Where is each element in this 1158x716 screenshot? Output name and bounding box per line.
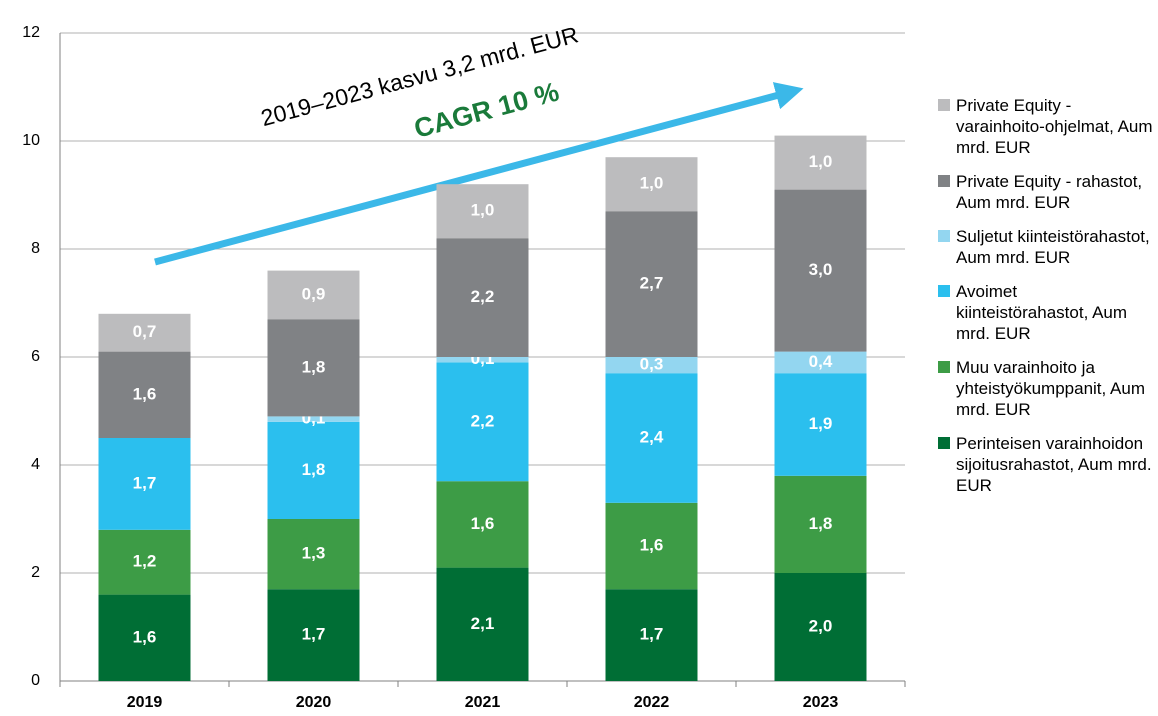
- bar-segment: [98, 313, 191, 352]
- legend: Private Equity - varainhoito-ohjelmat, A…: [938, 95, 1153, 509]
- bar-segment: [267, 589, 360, 681]
- x-tick-label: 2023: [803, 694, 839, 711]
- legend-label: Avoimet kiinteistörahastot, Aum mrd. EUR: [956, 282, 1128, 343]
- bar-segment: [98, 351, 191, 438]
- data-label: 1,7: [302, 625, 326, 644]
- bar-segment: [267, 416, 360, 422]
- legend-swatch: [938, 99, 950, 111]
- data-label: 2,7: [640, 274, 664, 293]
- annotation: CAGR 10 %: [411, 76, 562, 143]
- bar-segment: [774, 373, 867, 476]
- data-label: 1,8: [809, 514, 833, 533]
- bar-segment: [98, 529, 191, 595]
- data-label: 2,2: [471, 287, 495, 306]
- legend-label: Muu varainhoito ja yhteistyökumppanit, A…: [956, 358, 1145, 419]
- y-tick-label: 6: [31, 348, 40, 365]
- y-tick-label: 4: [31, 456, 40, 473]
- bar-segment: [774, 573, 867, 681]
- bar-segment: [267, 319, 360, 417]
- y-tick-label: 10: [22, 132, 40, 149]
- data-label: 1,6: [471, 514, 495, 533]
- legend-item: Muu varainhoito ja yhteistyökumppanit, A…: [938, 357, 1153, 420]
- data-label: 2,0: [809, 616, 833, 635]
- data-label: 1,2: [133, 552, 157, 571]
- legend-item: Suljetut kiinteistörahastot, Aum mrd. EU…: [938, 226, 1153, 268]
- data-label: 1,0: [471, 201, 495, 220]
- data-label: 1,0: [640, 174, 664, 193]
- y-tick-label: 2: [31, 564, 40, 581]
- legend-item: Perinteisen varainhoidon sijoitusrahasto…: [938, 433, 1153, 496]
- data-label: 1,6: [133, 627, 157, 646]
- trend-arrow: [154, 82, 804, 266]
- bar-segment: [605, 589, 698, 681]
- bar-segment: [436, 567, 529, 681]
- bar-segment: [605, 211, 698, 357]
- data-label: 0,4: [809, 352, 833, 371]
- data-label: 1,0: [809, 152, 833, 171]
- legend-label: Private Equity - rahastot, Aum mrd. EUR: [956, 172, 1143, 212]
- legend-item: Private Equity - rahastot, Aum mrd. EUR: [938, 171, 1153, 213]
- data-label: 0,9: [302, 284, 326, 303]
- data-label: 1,8: [302, 460, 326, 479]
- data-label: 1,3: [302, 544, 326, 563]
- bar-segment: [605, 357, 698, 374]
- x-tick-label: 2021: [465, 694, 501, 711]
- y-tick-label: 12: [22, 24, 40, 41]
- bar-segment: [774, 189, 867, 352]
- bar-segment: [98, 438, 191, 530]
- legend-label: Private Equity - varainhoito-ohjelmat, A…: [956, 96, 1153, 157]
- bar-segment: [605, 157, 698, 212]
- data-label: 2,1: [471, 614, 495, 633]
- data-label: 1,8: [302, 357, 326, 376]
- data-label: 2,2: [471, 411, 495, 430]
- legend-swatch: [938, 285, 950, 297]
- bar-segment: [436, 362, 529, 482]
- x-tick-label: 2020: [296, 694, 332, 711]
- legend-label: Perinteisen varainhoidon sijoitusrahasto…: [956, 434, 1152, 495]
- legend-label: Suljetut kiinteistörahastot, Aum mrd. EU…: [956, 227, 1150, 267]
- data-label: 2,4: [640, 427, 664, 446]
- bar-segment: [436, 238, 529, 357]
- bar-segment: [267, 270, 360, 320]
- data-label: 0,3: [640, 355, 664, 374]
- bar-segment: [98, 594, 191, 681]
- bar-segment: [774, 351, 867, 374]
- bar-segment: [774, 135, 867, 190]
- legend-swatch: [938, 437, 950, 449]
- bar-segment: [774, 475, 867, 573]
- bar-segment: [436, 357, 529, 363]
- data-label: 1,7: [640, 625, 664, 644]
- data-label: 1,7: [133, 473, 157, 492]
- bar-segment: [267, 519, 360, 590]
- data-label: 3,0: [809, 260, 833, 279]
- x-tick-label: 2019: [127, 694, 163, 711]
- bar-segment: [436, 184, 529, 239]
- legend-item: Private Equity - varainhoito-ohjelmat, A…: [938, 95, 1153, 158]
- legend-item: Avoimet kiinteistörahastot, Aum mrd. EUR: [938, 281, 1153, 344]
- x-tick-label: 2022: [634, 694, 670, 711]
- legend-swatch: [938, 230, 950, 242]
- data-label: 1,6: [133, 384, 157, 403]
- bar-segment: [436, 481, 529, 568]
- bar-segment: [267, 421, 360, 519]
- legend-swatch: [938, 361, 950, 373]
- bar-segment: [605, 373, 698, 503]
- bar-segment: [605, 502, 698, 590]
- legend-swatch: [938, 175, 950, 187]
- data-label: 1,6: [640, 535, 664, 554]
- y-tick-label: 8: [31, 240, 40, 257]
- data-label: 0,7: [133, 322, 157, 341]
- data-label: 1,9: [809, 414, 833, 433]
- y-tick-label: 0: [31, 672, 40, 689]
